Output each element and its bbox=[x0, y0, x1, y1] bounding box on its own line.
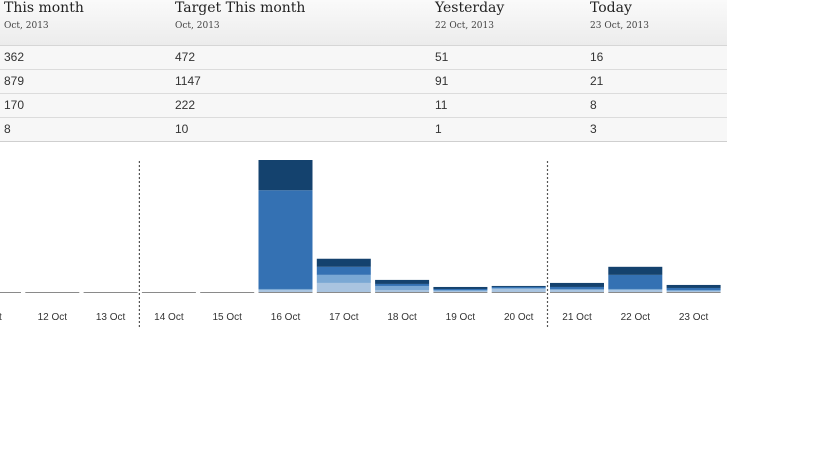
bar-baseline bbox=[666, 292, 721, 293]
x-tick-label: 20 Oct bbox=[504, 312, 534, 323]
x-tick-label: Oct bbox=[0, 312, 2, 323]
cell: 91 bbox=[435, 69, 590, 94]
bar-segment[interactable] bbox=[608, 289, 663, 292]
col-title: This month bbox=[4, 0, 84, 16]
bar-segment[interactable] bbox=[258, 289, 313, 292]
bar-segment[interactable] bbox=[258, 288, 313, 290]
bar-segment[interactable] bbox=[666, 290, 721, 292]
bar-segment[interactable] bbox=[608, 266, 663, 275]
stats-table: This month Oct, 2013 Target This month O… bbox=[0, 0, 727, 142]
bar-baseline bbox=[141, 292, 196, 293]
bar-segment[interactable] bbox=[258, 190, 313, 289]
bar-baseline bbox=[433, 292, 488, 293]
bar-segment[interactable] bbox=[666, 287, 721, 290]
bar-segment[interactable] bbox=[608, 274, 663, 289]
x-tick-label: 13 Oct bbox=[96, 312, 126, 323]
cell: 472 bbox=[175, 45, 435, 70]
col-subtitle: Oct, 2013 bbox=[175, 21, 220, 31]
cell: 222 bbox=[175, 93, 435, 118]
x-tick-label: 16 Oct bbox=[271, 312, 301, 323]
bar-baseline bbox=[316, 292, 371, 293]
bar-segment[interactable] bbox=[550, 286, 604, 289]
bar-segment[interactable] bbox=[491, 286, 546, 288]
bar-segment[interactable] bbox=[375, 279, 430, 284]
bar-segment[interactable] bbox=[375, 283, 430, 286]
col-this-month: This month Oct, 2013 bbox=[0, 0, 175, 46]
cell: 21 bbox=[590, 69, 727, 94]
x-tick-label: 15 Oct bbox=[212, 312, 242, 323]
bar-baseline bbox=[0, 292, 21, 293]
col-subtitle: Oct, 2013 bbox=[4, 21, 49, 31]
cell: 1147 bbox=[175, 69, 435, 94]
table-row: 879 1147 91 21 bbox=[0, 69, 727, 94]
col-title: Yesterday bbox=[435, 0, 505, 16]
table-row: 170 222 11 8 bbox=[0, 93, 727, 118]
bar-segment[interactable] bbox=[433, 289, 488, 291]
bar-segment[interactable] bbox=[666, 284, 721, 288]
bar-baseline bbox=[375, 292, 430, 293]
bar-baseline bbox=[258, 292, 313, 293]
col-subtitle: 22 Oct, 2013 bbox=[435, 21, 494, 31]
cell: 362 bbox=[0, 45, 175, 70]
cell: 8 bbox=[0, 117, 175, 142]
bar-baseline bbox=[25, 292, 80, 293]
col-title: Target This month bbox=[175, 0, 306, 16]
bar-segment[interactable] bbox=[550, 288, 604, 290]
col-title: Today bbox=[590, 0, 632, 16]
cell: 3 bbox=[590, 117, 727, 142]
cell: 8 bbox=[590, 93, 727, 118]
bar-segment[interactable] bbox=[491, 287, 546, 289]
bar-segment[interactable] bbox=[316, 274, 371, 283]
x-tick-label: 19 Oct bbox=[446, 312, 476, 323]
col-subtitle: 23 Oct, 2013 bbox=[590, 21, 649, 31]
bar-baseline bbox=[491, 292, 546, 293]
bar-baseline bbox=[550, 292, 604, 293]
bar-segment[interactable] bbox=[608, 288, 663, 290]
bar-segment[interactable] bbox=[433, 286, 488, 289]
bar-segment[interactable] bbox=[491, 288, 546, 292]
bar-segment[interactable] bbox=[316, 282, 371, 292]
bar-segment[interactable] bbox=[433, 290, 488, 292]
x-tick-label: 23 Oct bbox=[679, 312, 709, 323]
bar-baseline bbox=[608, 292, 663, 293]
col-target-this-month: Target This month Oct, 2013 bbox=[175, 0, 435, 46]
x-tick-label: 17 Oct bbox=[329, 312, 359, 323]
table-row: 362 472 51 16 bbox=[0, 45, 727, 70]
cell: 1 bbox=[435, 117, 590, 142]
table-row: 8 10 1 3 bbox=[0, 117, 727, 142]
bar-segment[interactable] bbox=[433, 288, 488, 290]
cell: 10 bbox=[175, 117, 435, 142]
header-row: This month Oct, 2013 Target This month O… bbox=[0, 0, 727, 46]
bar-segment[interactable] bbox=[316, 258, 371, 267]
bar-baseline bbox=[200, 292, 255, 293]
col-yesterday: Yesterday 22 Oct, 2013 bbox=[435, 0, 590, 46]
bar-segment[interactable] bbox=[666, 289, 721, 291]
x-tick-label: 22 Oct bbox=[621, 312, 651, 323]
x-tick-label: 21 Oct bbox=[562, 312, 592, 323]
bar-baseline bbox=[83, 292, 138, 293]
cell: 170 bbox=[0, 93, 175, 118]
daily-bar-chart: Oct 12 Oct 13 Oct 14 Oct 15 Oct 16 Oct 17 Oct 1… bbox=[0, 160, 721, 327]
bar-segment[interactable] bbox=[550, 282, 604, 287]
cell: 51 bbox=[435, 45, 590, 70]
bar-segment[interactable] bbox=[550, 289, 604, 292]
cell: 16 bbox=[590, 45, 727, 70]
bar-segment[interactable] bbox=[375, 285, 430, 290]
x-tick-label: 14 Oct bbox=[154, 312, 184, 323]
bar-segment[interactable] bbox=[316, 266, 371, 275]
bar-segment[interactable] bbox=[258, 160, 313, 191]
col-today: Today 23 Oct, 2013 bbox=[590, 0, 727, 46]
x-tick-label: 12 Oct bbox=[38, 312, 68, 323]
x-tick-label: 18 Oct bbox=[387, 312, 417, 323]
cell: 11 bbox=[435, 93, 590, 118]
cell: 879 bbox=[0, 69, 175, 94]
bar-segment[interactable] bbox=[375, 289, 430, 292]
bar-segment[interactable] bbox=[491, 285, 546, 287]
